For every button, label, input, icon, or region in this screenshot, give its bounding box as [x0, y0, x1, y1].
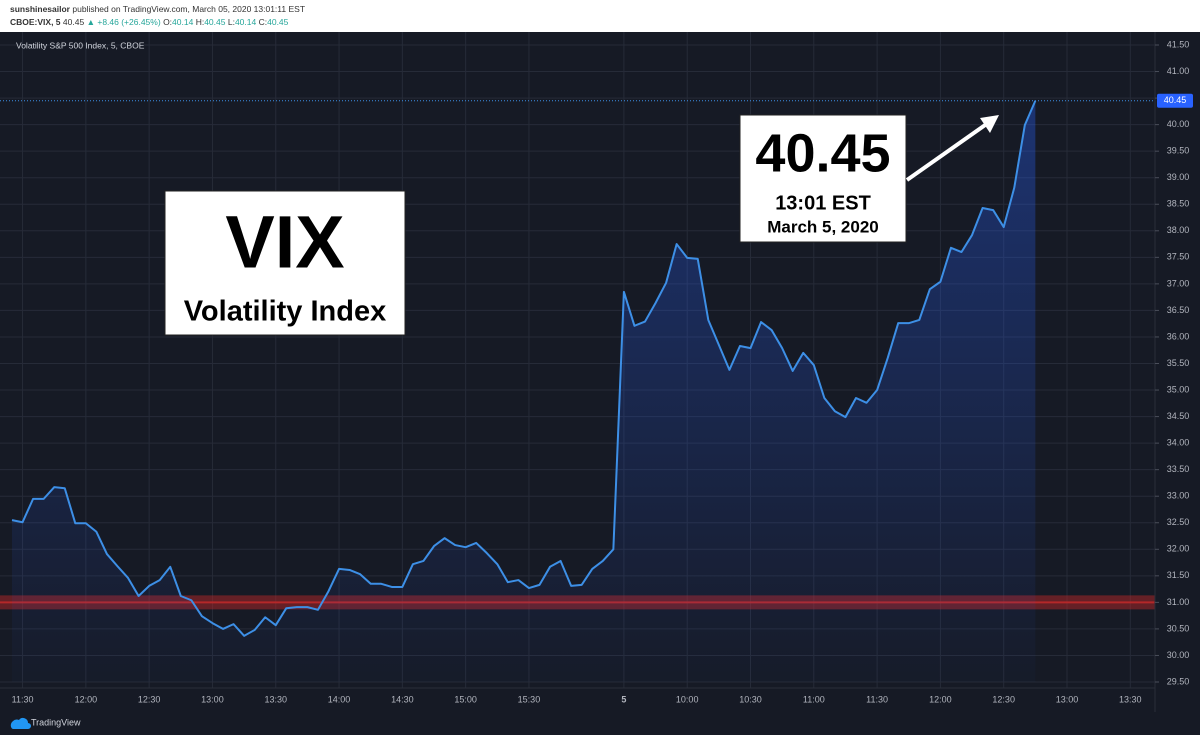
area-fill: [12, 100, 1036, 683]
y-tick-label: 37.00: [1167, 278, 1190, 288]
annotation-price: 40.45: [755, 123, 890, 183]
y-tick-label: 39.00: [1167, 172, 1190, 182]
quote-line: CBOE:VIX, 5 40.45 ▲ +8.46 (+26.45%) O:40…: [10, 17, 289, 27]
h-value: 40.45: [204, 17, 226, 27]
x-tick-label: 11:30: [12, 694, 34, 704]
title-box: [164, 190, 406, 336]
x-tick-label: 11:00: [803, 694, 825, 704]
h-label: H:: [196, 17, 205, 27]
y-tick-label: 34.50: [1167, 411, 1190, 421]
x-tick-label: 13:30: [264, 694, 287, 704]
y-tick-label: 37.50: [1167, 252, 1190, 262]
annotation-date: March 5, 2020: [767, 217, 879, 236]
series-legend: Volatility S&P 500 Index, 5, CBOE: [16, 40, 145, 50]
o-value: 40.14: [172, 17, 194, 27]
author: sunshinesailor: [10, 4, 71, 14]
header-bar: [0, 0, 1200, 32]
y-tick-label: 38.00: [1167, 225, 1190, 235]
x-tick-label: 12:30: [138, 694, 161, 704]
y-tick-label: 34.00: [1167, 438, 1190, 448]
x-tick-label: 13:00: [1056, 694, 1079, 704]
y-tick-label: 30.50: [1167, 623, 1190, 633]
y-tick-label: 40.00: [1167, 119, 1190, 129]
y-tick-label: 31.50: [1167, 570, 1190, 580]
brand-logo: [10, 718, 32, 729]
y-tick-label: 41.50: [1167, 39, 1190, 49]
x-tick-label: 12:00: [75, 694, 98, 704]
last-price-label: 40.45: [1164, 95, 1187, 105]
y-tick-label: 35.00: [1167, 384, 1190, 394]
publish-line: sunshinesailor published on TradingView.…: [10, 4, 305, 14]
y-tick-label: 29.50: [1167, 676, 1190, 686]
l-label: L:: [228, 17, 235, 27]
price-box: [739, 114, 907, 243]
footer: [0, 712, 1200, 735]
x-tick-label: 14:30: [391, 694, 414, 704]
c-value: 40.45: [267, 17, 289, 27]
arrow-shaft: [905, 121, 990, 182]
y-tick-label: 30.00: [1167, 650, 1190, 660]
annotation-title: VIX: [225, 201, 344, 284]
o-label: O:: [163, 17, 172, 27]
x-tick-label: 13:30: [1119, 694, 1142, 704]
symbol: CBOE:VIX, 5: [10, 17, 61, 27]
last: 40.45: [63, 17, 85, 27]
y-tick-label: 33.50: [1167, 464, 1190, 474]
y-tick-label: 38.50: [1167, 199, 1190, 209]
y-tick-label: 36.00: [1167, 331, 1190, 341]
y-tick-label: 41.00: [1167, 66, 1190, 76]
x-tick-label: 5: [621, 694, 626, 704]
y-tick-label: 36.50: [1167, 305, 1190, 315]
x-tick-label: 11:30: [866, 694, 888, 704]
arrow-head: [980, 115, 999, 133]
last-price-tag: [1157, 93, 1193, 108]
brand: TradingView: [31, 717, 81, 727]
price-line: [11, 100, 1037, 637]
annotation-time: 13:01 EST: [775, 192, 871, 214]
l-value: 40.14: [235, 17, 257, 27]
c-label: C:: [259, 17, 268, 27]
x-tick-label: 12:30: [992, 694, 1015, 704]
y-tick-label: 33.00: [1167, 491, 1190, 501]
y-tick-label: 31.00: [1167, 597, 1190, 607]
x-tick-label: 12:00: [929, 694, 952, 704]
x-tick-label: 10:30: [739, 694, 762, 704]
change: ▲ +8.46 (+26.45%): [87, 17, 161, 27]
x-tick-label: 10:00: [676, 694, 699, 704]
x-tick-label: 14:00: [328, 694, 351, 704]
published: published on TradingView.com, March 05, …: [72, 4, 305, 14]
x-tick-label: 15:30: [518, 694, 541, 704]
y-tick-label: 39.50: [1167, 146, 1190, 156]
y-tick-label: 32.50: [1167, 517, 1190, 527]
y-tick-label: 32.00: [1167, 544, 1190, 554]
y-tick-label: 35.50: [1167, 358, 1190, 368]
x-tick-label: 15:00: [454, 694, 477, 704]
x-tick-label: 13:00: [201, 694, 224, 704]
annotation-subtitle: Volatility Index: [184, 296, 387, 328]
